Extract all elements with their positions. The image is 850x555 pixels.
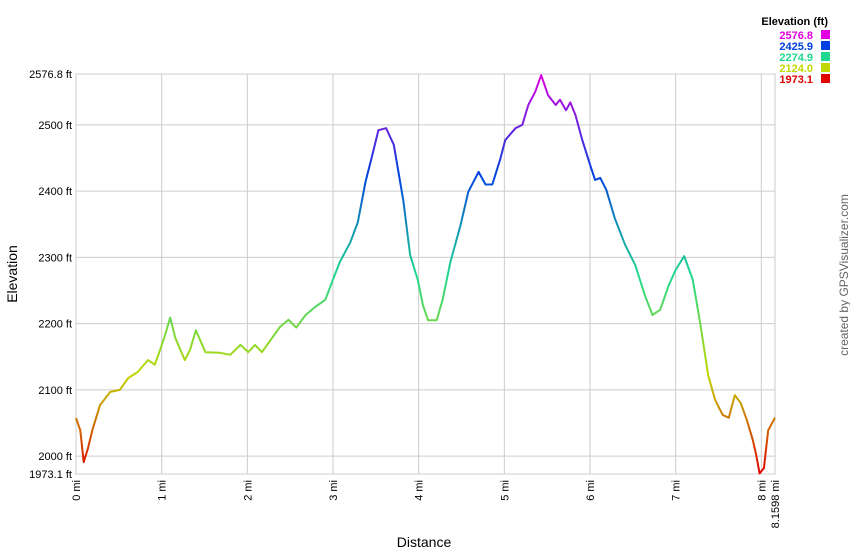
legend-label: 2124.0 <box>779 63 813 75</box>
elevation-line <box>75 74 776 475</box>
y-tick-label: 2300 ft <box>38 252 72 264</box>
legend-label: 2576.8 <box>779 30 813 42</box>
x-tick-label: 4 mi <box>414 480 426 501</box>
plot-area <box>75 73 776 475</box>
y-tick-label: 2400 ft <box>38 186 72 198</box>
y-axis-title: Elevation <box>4 245 20 303</box>
x-tick-label: 8 mi <box>756 480 768 501</box>
x-tick-label: 8.1598 mi <box>770 480 782 528</box>
x-tick-label: 0 mi <box>71 480 83 501</box>
legend-label: 2274.9 <box>779 52 813 64</box>
x-tick-label: 7 mi <box>671 480 683 501</box>
x-axis-title: Distance <box>397 534 452 550</box>
legend-label: 1973.1 <box>779 74 813 86</box>
legend-swatch <box>821 63 830 72</box>
x-tick-label: 1 mi <box>157 480 169 501</box>
x-tick-label: 5 mi <box>499 480 511 501</box>
legend-swatch <box>821 74 830 83</box>
y-tick-label: 2576.8 ft <box>29 69 72 81</box>
y-tick-label: 2000 ft <box>38 451 72 463</box>
y-tick-label: 2500 ft <box>38 120 72 132</box>
legend-swatch <box>821 52 830 61</box>
y-tick-label: 2200 ft <box>38 319 72 331</box>
legend-swatch <box>821 30 830 39</box>
y-tick-label: 2100 ft <box>38 385 72 397</box>
x-tick-label: 2 mi <box>242 480 254 501</box>
legend-swatch <box>821 41 830 50</box>
credit: created by GPSVisualizer.com <box>837 194 850 356</box>
legend-title: Elevation (ft) <box>761 16 828 28</box>
y-tick-label: 1973.1 ft <box>29 469 72 481</box>
x-tick-label: 6 mi <box>585 480 597 501</box>
x-tick-label: 3 mi <box>328 480 340 501</box>
legend-label: 2425.9 <box>779 41 813 53</box>
